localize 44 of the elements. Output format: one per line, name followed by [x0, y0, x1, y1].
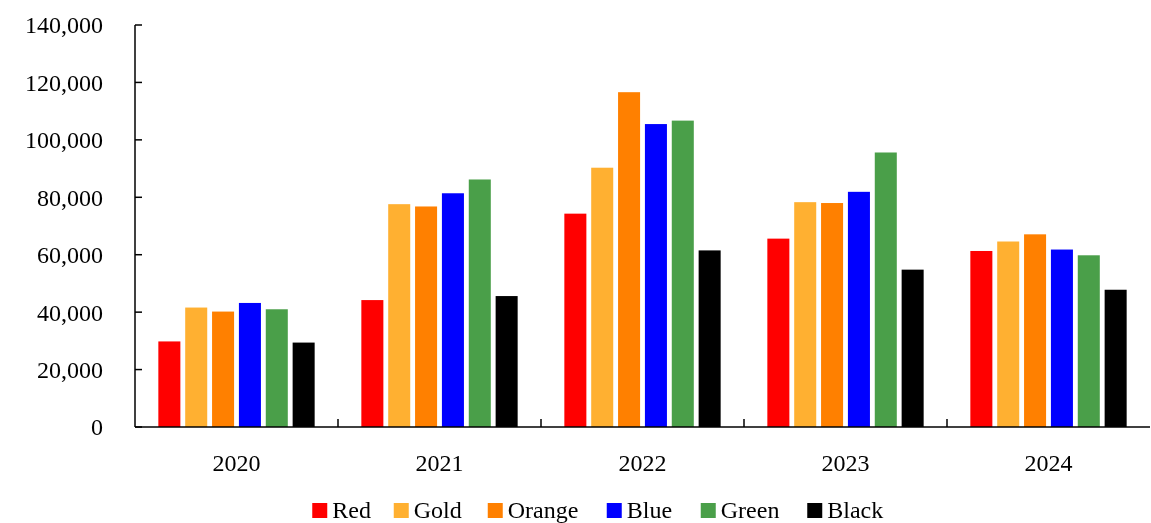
bar [644, 124, 667, 427]
bar [415, 206, 438, 427]
y-tick-label: 100,000 [25, 127, 103, 154]
bar [468, 179, 491, 427]
bar [767, 238, 790, 427]
bar [185, 307, 208, 427]
bar [441, 193, 464, 427]
legend-label: Orange [507, 497, 579, 523]
bar [1077, 255, 1100, 427]
bar [591, 167, 614, 427]
bar [997, 241, 1020, 427]
y-tick-label: 20,000 [37, 356, 103, 383]
bar [618, 92, 641, 427]
x-tick-label: 2020 [212, 450, 261, 476]
bar [821, 203, 844, 427]
legend-label: Gold [413, 497, 462, 523]
bar [970, 250, 993, 427]
bar [265, 309, 288, 427]
y-tick-label: 0 [91, 414, 103, 441]
x-tick-label: 2024 [1024, 450, 1073, 476]
bar [238, 302, 261, 427]
y-tick-label: 80,000 [37, 184, 103, 211]
bar [847, 191, 870, 427]
legend-label: Blue [626, 497, 673, 523]
y-tick-label: 140,000 [25, 12, 103, 39]
y-tick-label: 120,000 [25, 69, 103, 96]
bar [794, 202, 817, 427]
y-tick-label: 40,000 [37, 299, 103, 326]
bar [874, 152, 897, 427]
legend-label: Black [827, 497, 884, 523]
x-tick-label: 2021 [415, 450, 464, 476]
legend-label: Green [720, 497, 780, 523]
bar [361, 300, 384, 427]
bar [1050, 249, 1073, 427]
bar [212, 311, 235, 427]
bar [564, 213, 587, 427]
bar [388, 204, 411, 427]
bar [1024, 234, 1047, 427]
bar [158, 341, 181, 427]
legend-label: Red [332, 497, 371, 523]
bar [671, 120, 694, 427]
x-tick-label: 2023 [821, 450, 870, 476]
y-tick-label: 60,000 [37, 242, 103, 269]
x-tick-label: 2022 [618, 450, 667, 476]
